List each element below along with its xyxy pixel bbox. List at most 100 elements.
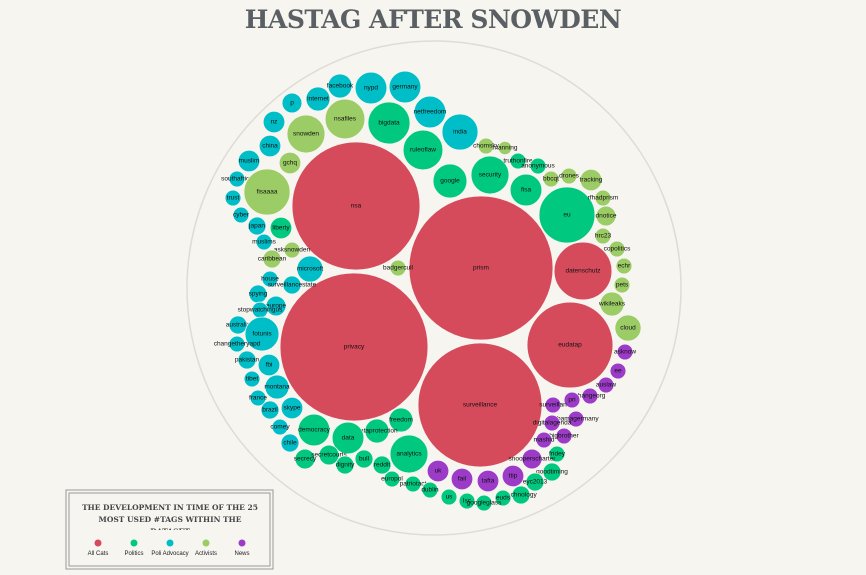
bubble (553, 241, 613, 301)
bubble (261, 270, 279, 288)
bubble-label: pakistan (235, 357, 260, 364)
bubble-label: datenschutz (565, 268, 600, 275)
bubble (614, 314, 642, 342)
bubble (408, 195, 554, 341)
bubble-label: nsafiles (334, 116, 357, 123)
bubble (286, 114, 326, 154)
bubble-label: euds (496, 495, 511, 502)
bubble (477, 137, 495, 155)
bubble (228, 315, 248, 335)
bubble (324, 98, 366, 140)
bubble (224, 189, 242, 207)
bubble (282, 275, 302, 295)
bubble-label: snowden (293, 131, 319, 138)
bubble-label: p (290, 100, 294, 107)
bubble-label: freedom (389, 417, 413, 424)
bubble (470, 155, 510, 195)
bubble-label: data (342, 435, 355, 442)
bubble-label: cloud (620, 325, 636, 332)
bubble-label: analytics (396, 451, 422, 458)
bubble-label: skype (284, 405, 301, 412)
bubble-label: truthonfire (503, 158, 533, 165)
bubble-label: china (262, 143, 278, 150)
bubble (354, 449, 374, 469)
bubble-label: patriotact (400, 481, 427, 488)
bubble-label: secretcourts (311, 452, 347, 459)
legend-label: Poli Advocacy (151, 551, 188, 557)
bubbles: nsa prism privacy surveillance datenschutz eu… (214, 70, 642, 512)
bubble-label: us (446, 494, 454, 501)
bubble (497, 140, 513, 156)
bubble-label: stopwatchingus (238, 307, 284, 314)
bubble-label: bull (359, 456, 370, 463)
bubble (228, 170, 246, 188)
bubble-label: europol (381, 476, 403, 483)
bubble (244, 316, 280, 352)
bubble-label: bigbrother (549, 433, 579, 440)
bubble (228, 335, 246, 353)
bubble (335, 455, 355, 475)
bubble-label: eyc2013 (523, 479, 548, 486)
bubble (269, 216, 293, 240)
bubble-label: goodtiming (536, 469, 568, 476)
bubble (567, 410, 585, 428)
bubble-label: bbcqt (543, 176, 559, 183)
legend-box (65, 489, 274, 570)
bubble-label: nsa (351, 203, 362, 210)
bubble (521, 448, 543, 470)
bubble-label: surveillance (463, 402, 498, 409)
legend-label: Activists (195, 551, 217, 557)
legend-label: Politics (124, 551, 143, 557)
bubble-label: nypd (364, 85, 378, 92)
legend-title-box: THE DEVELOPMENT IN TIME OF THE 25 MOST U… (82, 503, 258, 530)
bubble (543, 414, 561, 432)
bubble (597, 376, 615, 394)
bubble (432, 163, 468, 199)
bubble (279, 272, 429, 422)
bubble (529, 157, 547, 175)
bubble (243, 370, 261, 388)
bubble-label: chomsky (473, 143, 499, 150)
legend-swatch (166, 539, 174, 547)
bubble (402, 129, 444, 171)
bubble (501, 464, 525, 488)
bubble (509, 152, 527, 170)
bubble-label: changetheryapd (214, 341, 261, 348)
bubble (440, 488, 458, 506)
bubble (613, 276, 631, 294)
bubble-label: microsoft (297, 266, 324, 273)
legend-swatch (238, 539, 246, 547)
bubble-label: internet (307, 96, 329, 103)
bubble-label: comey (270, 424, 290, 431)
bubble (450, 467, 474, 491)
bubble (538, 186, 596, 244)
bubble-label: surveillancestate (268, 282, 317, 289)
bubble-label: digitalagenda (533, 420, 572, 427)
bubble-label: ee (614, 368, 622, 375)
bubble (372, 455, 392, 475)
legend-label: News (234, 551, 249, 557)
bubble-label: brazil (262, 407, 278, 414)
bubble-label: france (249, 395, 267, 402)
bubble (232, 206, 250, 224)
bubble (441, 113, 479, 151)
bubble-label: tafta (482, 478, 495, 485)
bubble-label: europe (266, 303, 287, 310)
bubble-label: technology (505, 492, 537, 499)
bubble (364, 418, 390, 444)
bubble (255, 233, 273, 251)
bubble (595, 205, 617, 227)
bubble (283, 241, 301, 259)
bubble (271, 418, 289, 436)
bubble-label: mashid (534, 437, 555, 444)
bubble (281, 92, 303, 114)
bubble-label: tibet (246, 376, 258, 383)
bubble (563, 391, 581, 409)
bubble (599, 291, 625, 317)
bubble (509, 173, 543, 207)
bubble (511, 485, 531, 505)
bubble (237, 149, 261, 173)
bubble-label: wikileaks (598, 301, 626, 308)
bubble-label: echr (618, 263, 631, 270)
